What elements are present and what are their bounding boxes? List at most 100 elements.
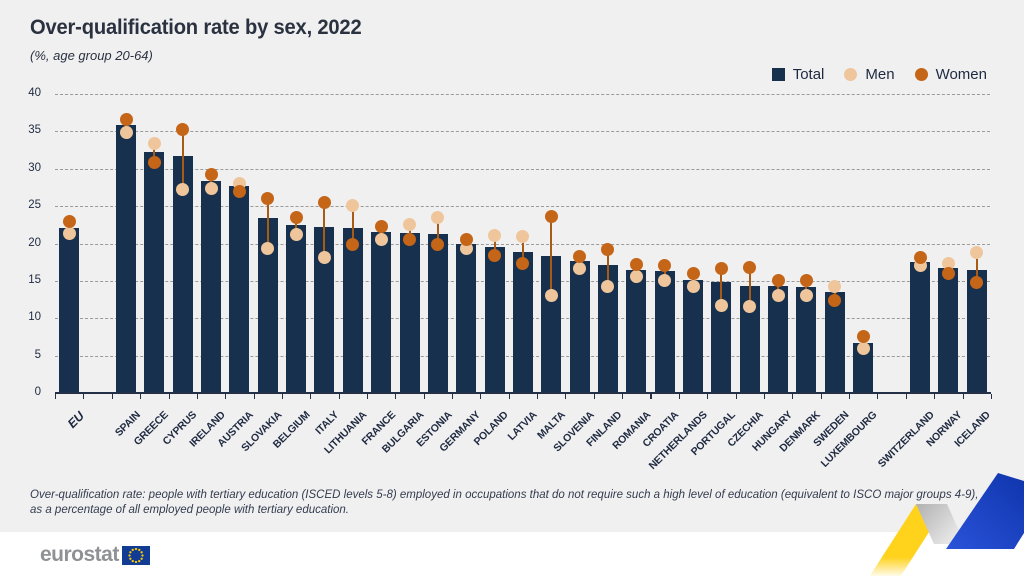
- bar-germany: [456, 244, 477, 393]
- connector-netherlands: [692, 273, 694, 287]
- gridline-25: [55, 206, 990, 208]
- men-dot-bulgaria: [403, 218, 416, 232]
- bar-italy: [314, 227, 335, 393]
- axis-tick: [366, 394, 368, 399]
- women-dot-hungary: [771, 273, 785, 287]
- total-square-swatch: [771, 68, 785, 81]
- bar-france: [371, 231, 392, 393]
- axis-tick: [54, 394, 56, 399]
- men-dot-germany: [459, 242, 473, 256]
- men-dot-sweden: [828, 279, 842, 293]
- x-axis-line: [55, 392, 991, 394]
- men-dot-estonia: [431, 210, 445, 224]
- connector-denmark: [805, 280, 808, 296]
- connector-lithuania: [351, 205, 354, 245]
- men-dot-spain: [119, 126, 133, 140]
- connector-hungary: [777, 280, 780, 296]
- women-dot-slovakia: [261, 192, 275, 206]
- bar-ireland: [201, 180, 222, 393]
- bar-eu: [59, 227, 79, 393]
- footnote: Over-qualification rate: people with ter…: [30, 488, 978, 518]
- axis-tick: [565, 394, 567, 399]
- axis-tick: [253, 394, 255, 399]
- axis-tick: [140, 394, 142, 399]
- men-dot-malta: [544, 289, 558, 303]
- axis-tick: [338, 394, 340, 399]
- axis-tick: [310, 394, 312, 399]
- men-dot-finland: [601, 280, 615, 294]
- men-dot-czechia: [743, 299, 757, 313]
- bar-denmark: [796, 286, 817, 393]
- bar-estonia: [427, 233, 448, 393]
- gridline-30: [55, 168, 990, 170]
- bar-romania: [626, 269, 647, 393]
- axis-tick: [792, 394, 794, 399]
- axis-tick: [820, 394, 822, 399]
- eu-flag-icon: [121, 545, 150, 565]
- bar-slovakia: [257, 218, 278, 393]
- bar-greece: [144, 151, 165, 393]
- ribbon-decoration-icon: [869, 473, 1024, 576]
- men-dot-swatch: [844, 68, 858, 81]
- connector-czechia: [748, 267, 751, 307]
- axis-tick: [990, 394, 992, 399]
- legend-label-total: Total: [792, 66, 825, 83]
- women-dot-switzerland: [913, 251, 927, 265]
- bar-poland: [484, 247, 505, 393]
- connector-poland: [493, 235, 496, 256]
- axis-tick: [168, 394, 170, 399]
- footer-band: [0, 532, 1024, 576]
- y-tick-label-30: 30: [28, 161, 41, 174]
- men-dot-cyprus: [176, 183, 190, 197]
- men-dot-latvia: [516, 229, 530, 243]
- x-axis-ticks: [54, 394, 992, 400]
- footnote-line-2: as a percentage of all employed people w…: [30, 504, 350, 516]
- y-tick-label-20: 20: [28, 236, 41, 249]
- connector-italy: [323, 202, 326, 258]
- women-dot-cyprus: [176, 122, 190, 136]
- gridline-35: [55, 131, 990, 133]
- bar-netherlands: [683, 280, 703, 393]
- axis-tick: [281, 394, 283, 399]
- women-dot-ireland: [204, 168, 218, 182]
- men-dot-slovenia: [573, 262, 587, 276]
- women-dot-portugal: [714, 262, 728, 276]
- women-dot-greece: [147, 156, 161, 170]
- bar-slovenia: [569, 261, 590, 393]
- men-dot-eu: [62, 227, 76, 241]
- bar-hungary: [768, 286, 789, 393]
- women-dot-norway: [941, 266, 955, 280]
- bar-luxembourg: [853, 342, 874, 393]
- legend-label-women: Women: [935, 66, 987, 83]
- bar-sweden: [824, 292, 845, 393]
- women-dot-malta: [544, 210, 558, 224]
- bar-norway: [938, 268, 959, 393]
- men-dot-romania: [629, 269, 643, 283]
- women-dot-latvia: [516, 257, 530, 271]
- women-dot-iceland: [970, 275, 984, 289]
- axis-tick: [452, 394, 453, 399]
- men-dot-slovakia: [261, 241, 275, 255]
- bar-croatia: [654, 271, 675, 393]
- y-tick-label-0: 0: [34, 386, 41, 398]
- axis-tick: [225, 394, 227, 399]
- connector-portugal: [720, 268, 723, 306]
- connector-latvia: [521, 236, 524, 264]
- axis-tick: [111, 394, 113, 399]
- women-dot-denmark: [799, 274, 813, 288]
- bar-austria: [229, 185, 250, 393]
- women-dot-sweden: [828, 293, 842, 307]
- y-axis-labels: 0 5 10 15 20 25 30 35 40: [0, 87, 48, 398]
- eurostat-logo-text: eurostat: [40, 543, 119, 566]
- page-subtitle: (%, age group 20-64): [30, 48, 153, 63]
- axis-tick: [678, 394, 680, 399]
- y-tick-label-15: 15: [28, 273, 41, 286]
- connector-iceland: [975, 252, 978, 283]
- legend-item-total: Total: [771, 66, 825, 83]
- women-dot-croatia: [658, 258, 672, 272]
- legend-item-women: Women: [914, 66, 987, 83]
- men-dot-hungary: [771, 289, 785, 303]
- bar-finland: [597, 265, 618, 393]
- women-dot-austria: [232, 184, 246, 198]
- legend-label-men: Men: [865, 66, 895, 83]
